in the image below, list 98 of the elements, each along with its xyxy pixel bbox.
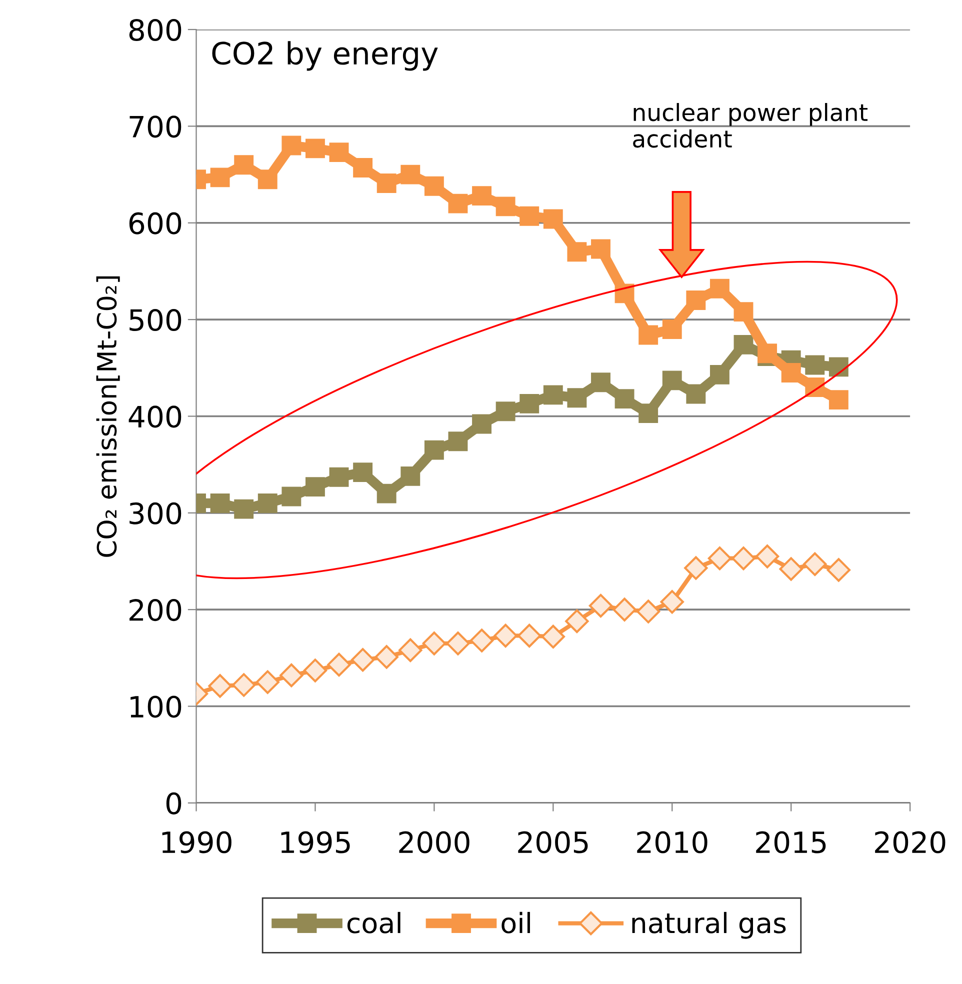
x-tick-label: 2020	[875, 831, 946, 854]
point	[636, 600, 660, 624]
point	[708, 546, 732, 570]
point	[612, 598, 636, 622]
point	[305, 477, 325, 497]
point	[805, 355, 825, 375]
point	[779, 557, 803, 581]
point	[232, 673, 256, 697]
point	[543, 209, 563, 229]
point	[353, 158, 373, 178]
point	[565, 609, 589, 634]
x-tick-label: 2005	[518, 831, 588, 854]
point	[734, 334, 754, 354]
point	[282, 486, 302, 506]
point	[376, 174, 396, 193]
y-tick-label: 100	[130, 696, 182, 718]
x-tick-label: 2015	[756, 831, 826, 854]
point	[234, 499, 254, 519]
point	[446, 632, 470, 656]
y-tick-label: 200	[130, 599, 182, 622]
point	[638, 325, 658, 345]
y-tick-label: 300	[130, 502, 182, 524]
point	[686, 384, 706, 404]
point	[541, 624, 565, 649]
x-tick-label: 2000	[399, 831, 470, 854]
point	[662, 320, 682, 339]
point	[543, 385, 563, 405]
y-tick-label: 800	[129, 18, 182, 42]
point	[350, 648, 375, 672]
point	[826, 558, 851, 582]
y-tick-label: 500	[130, 308, 182, 332]
y-tick-label: 400	[128, 406, 182, 428]
point	[210, 494, 230, 513]
point	[472, 414, 492, 434]
x-tick-label: 1990	[162, 831, 232, 854]
point	[208, 674, 232, 698]
x-tick-label: 1995	[281, 831, 350, 854]
point	[828, 390, 848, 410]
point	[282, 136, 302, 156]
point	[353, 462, 373, 482]
point	[518, 624, 542, 648]
point	[256, 670, 280, 694]
point	[424, 440, 444, 460]
point	[591, 239, 610, 259]
y-axis-title: CO₂ emission[Mt-C0₂]	[96, 276, 120, 557]
point	[329, 467, 349, 487]
point	[398, 638, 422, 662]
point	[303, 658, 328, 682]
point	[803, 552, 827, 576]
chart-title: CO2 by energy	[212, 41, 438, 71]
point	[828, 357, 848, 377]
point	[448, 432, 468, 452]
x-tick-label: 2010	[637, 831, 708, 854]
point	[234, 155, 254, 175]
point	[520, 394, 540, 414]
y-tick-label: 700	[130, 116, 182, 138]
legend-label: oil	[502, 912, 530, 934]
point	[755, 544, 780, 568]
point	[470, 628, 494, 652]
point	[567, 388, 587, 408]
point	[660, 590, 684, 614]
legend-label: coal	[347, 912, 400, 934]
point	[614, 389, 634, 409]
point	[710, 278, 730, 298]
point	[732, 546, 756, 570]
legend-label: natural gas	[632, 912, 786, 939]
point	[400, 466, 420, 486]
point	[591, 372, 610, 392]
annotation: nuclear power plant accident	[633, 102, 868, 148]
point	[448, 194, 468, 214]
point	[734, 302, 754, 322]
point	[327, 652, 351, 677]
point	[686, 290, 706, 310]
y-tick-label: 0	[166, 792, 182, 814]
point	[710, 364, 730, 384]
point	[781, 363, 801, 382]
point	[400, 164, 420, 184]
point	[374, 645, 398, 669]
point	[305, 138, 325, 158]
point	[258, 170, 278, 190]
point	[638, 404, 658, 424]
point	[422, 632, 446, 656]
point	[280, 663, 304, 688]
point	[210, 168, 230, 188]
point	[662, 370, 682, 390]
point	[496, 196, 516, 216]
point	[588, 594, 613, 618]
point	[424, 176, 444, 196]
point	[376, 484, 396, 504]
point	[472, 186, 492, 206]
point	[329, 142, 349, 162]
point	[496, 402, 516, 422]
point	[520, 206, 540, 226]
point	[567, 242, 587, 262]
y-tick-label: 600	[129, 212, 182, 234]
point	[494, 624, 518, 648]
point	[684, 556, 708, 580]
point	[258, 494, 278, 513]
